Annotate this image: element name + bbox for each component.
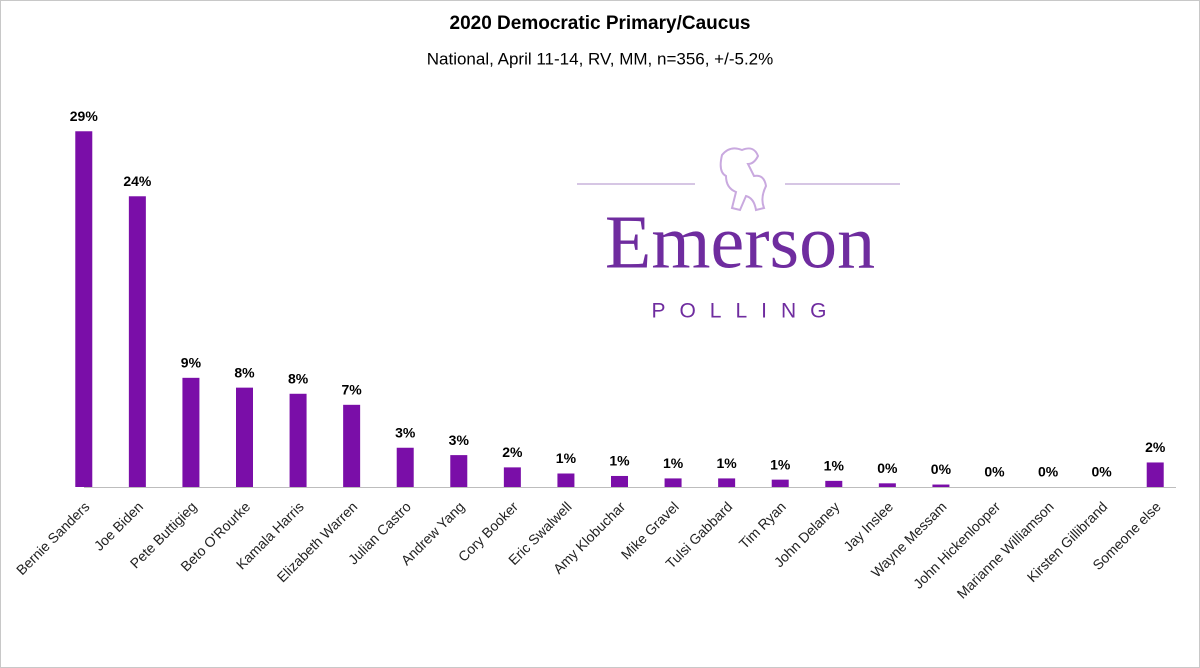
value-label: 1%: [609, 453, 630, 469]
bar: [128, 196, 146, 487]
chart-title: 2020 Democratic Primary/Caucus: [450, 13, 751, 34]
logo: Emerson POLLING: [577, 147, 900, 323]
bar: [611, 475, 628, 487]
value-label: 1%: [717, 455, 738, 471]
value-label: 3%: [395, 424, 416, 440]
logo-tagline: POLLING: [651, 300, 840, 323]
value-label: 0%: [984, 464, 1005, 480]
value-label: 2%: [502, 444, 523, 460]
chart-subtitle: National, April 11-14, RV, MM, n=356, +/…: [427, 49, 774, 68]
bar: [343, 404, 361, 487]
value-label: 0%: [1092, 464, 1113, 480]
bar: [503, 467, 521, 487]
value-label: 1%: [556, 450, 577, 466]
bar: [825, 480, 843, 487]
value-label: 0%: [931, 461, 952, 477]
value-label: 29%: [70, 108, 99, 124]
logo-lion: [719, 147, 768, 212]
value-label: 9%: [181, 355, 202, 371]
value-label: 1%: [663, 455, 684, 471]
value-label: 0%: [1038, 464, 1059, 480]
value-label: 7%: [342, 382, 363, 398]
value-label: 24%: [123, 173, 152, 189]
bar: [450, 455, 468, 487]
value-label: 8%: [288, 370, 309, 386]
value-label: 8%: [234, 364, 255, 380]
value-label: 1%: [770, 456, 791, 472]
bar: [236, 387, 253, 487]
bar: [1146, 462, 1164, 487]
bar: [75, 131, 93, 487]
value-label: 2%: [1145, 439, 1166, 455]
bar: [771, 479, 789, 487]
value-label: 3%: [449, 432, 470, 448]
bar: [932, 484, 950, 487]
bar: [396, 447, 414, 487]
bar: [718, 478, 736, 487]
bar: [878, 483, 896, 487]
bar: [289, 393, 307, 487]
value-label: 0%: [877, 460, 898, 476]
bar: [664, 478, 682, 487]
logo-name: Emerson: [605, 200, 875, 284]
value-label: 1%: [824, 458, 845, 474]
bar: [182, 377, 200, 487]
bar: [557, 473, 575, 487]
